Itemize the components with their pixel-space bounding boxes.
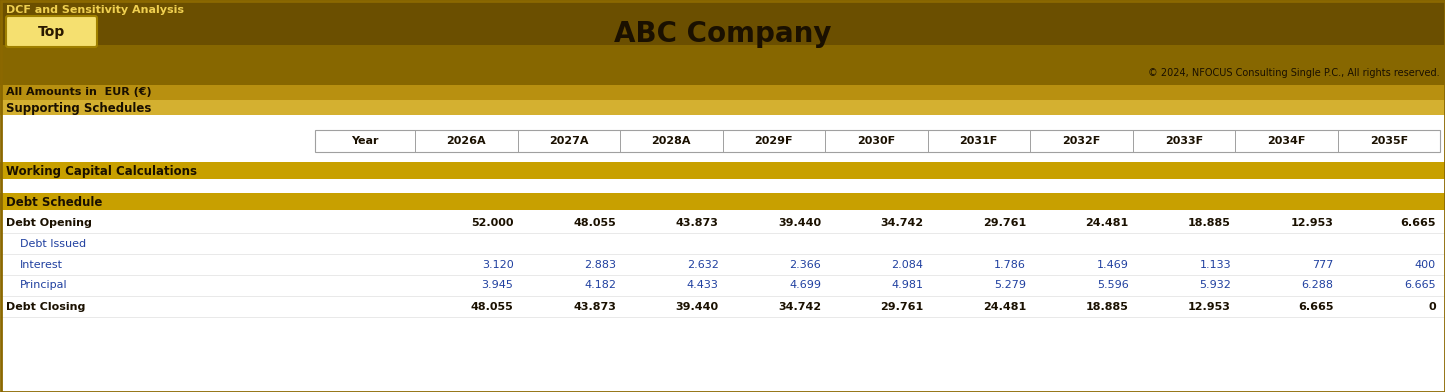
Text: 43.873: 43.873 [676,218,718,227]
Text: Top: Top [38,25,65,38]
Text: 2030F: 2030F [857,136,896,146]
Text: 39.440: 39.440 [675,301,718,312]
Text: 12.953: 12.953 [1290,218,1334,227]
Text: 2035F: 2035F [1370,136,1407,146]
Text: Debt Closing: Debt Closing [6,301,85,312]
Text: ABC Company: ABC Company [614,20,831,48]
Text: 4.699: 4.699 [789,281,821,290]
Text: Working Capital Calculations: Working Capital Calculations [6,165,197,178]
Text: 1.786: 1.786 [994,260,1026,270]
Text: 48.055: 48.055 [471,301,513,312]
Text: 3.120: 3.120 [481,260,513,270]
Text: 29.761: 29.761 [880,301,923,312]
Text: 24.481: 24.481 [983,301,1026,312]
Text: © 2024, NFOCUS Consulting Single P.C., All rights reserved.: © 2024, NFOCUS Consulting Single P.C., A… [1149,68,1441,78]
Bar [0,212,1445,233]
Text: Supporting Schedules: Supporting Schedules [6,102,152,115]
Text: DCF and Sensitivity Analysis: DCF and Sensitivity Analysis [6,5,184,15]
Text: 5.279: 5.279 [994,281,1026,290]
Text: 29.761: 29.761 [983,218,1026,227]
Text: Debt Issued: Debt Issued [20,238,87,249]
Text: Debt Opening: Debt Opening [6,218,92,227]
Bar [0,45,1445,85]
Text: 2031F: 2031F [959,136,998,146]
Bar [0,100,1445,115]
Bar [0,275,1445,296]
Text: 18.885: 18.885 [1085,301,1129,312]
Text: 48.055: 48.055 [574,218,616,227]
Bar [0,254,1445,275]
Text: 6.665: 6.665 [1298,301,1334,312]
Text: 34.742: 34.742 [777,301,821,312]
Text: 12.953: 12.953 [1188,301,1231,312]
Text: 5.932: 5.932 [1199,281,1231,290]
Text: Interest: Interest [20,260,64,270]
Text: 0: 0 [1428,301,1436,312]
Text: 2029F: 2029F [754,136,793,146]
Text: 2026A: 2026A [447,136,486,146]
Bar [0,85,1445,100]
Text: 777: 777 [1312,260,1334,270]
Text: 4.981: 4.981 [892,281,923,290]
Text: 34.742: 34.742 [880,218,923,227]
Text: Year: Year [351,136,379,146]
Text: 1.469: 1.469 [1097,260,1129,270]
Text: 2.883: 2.883 [584,260,616,270]
Text: 400: 400 [1415,260,1436,270]
Text: 4.182: 4.182 [584,281,616,290]
Bar [0,193,1445,210]
Text: 2.366: 2.366 [789,260,821,270]
Text: All Amounts in  EUR (€): All Amounts in EUR (€) [6,87,152,97]
Text: 18.885: 18.885 [1188,218,1231,227]
Bar [315,130,1441,152]
Text: 6.665: 6.665 [1405,281,1436,290]
Text: 2032F: 2032F [1062,136,1101,146]
Text: 2033F: 2033F [1165,136,1202,146]
Text: 52.000: 52.000 [471,218,513,227]
Text: 5.596: 5.596 [1097,281,1129,290]
Text: 39.440: 39.440 [777,218,821,227]
Text: 2034F: 2034F [1267,136,1305,146]
Bar [0,115,1445,392]
Text: 1.133: 1.133 [1199,260,1231,270]
Bar [0,162,1445,179]
Bar [0,233,1445,254]
Text: Principal: Principal [20,281,68,290]
Text: 4.433: 4.433 [686,281,718,290]
Text: 6.665: 6.665 [1400,218,1436,227]
Bar [0,0,1445,85]
Text: 3.945: 3.945 [481,281,513,290]
Text: 2027A: 2027A [549,136,588,146]
Text: 2.632: 2.632 [686,260,718,270]
Text: 2.084: 2.084 [892,260,923,270]
Text: 43.873: 43.873 [574,301,616,312]
Text: 2028A: 2028A [652,136,691,146]
Text: 24.481: 24.481 [1085,218,1129,227]
Bar [0,296,1445,317]
FancyBboxPatch shape [6,16,97,47]
Text: Debt Schedule: Debt Schedule [6,196,103,209]
Text: 6.288: 6.288 [1302,281,1334,290]
